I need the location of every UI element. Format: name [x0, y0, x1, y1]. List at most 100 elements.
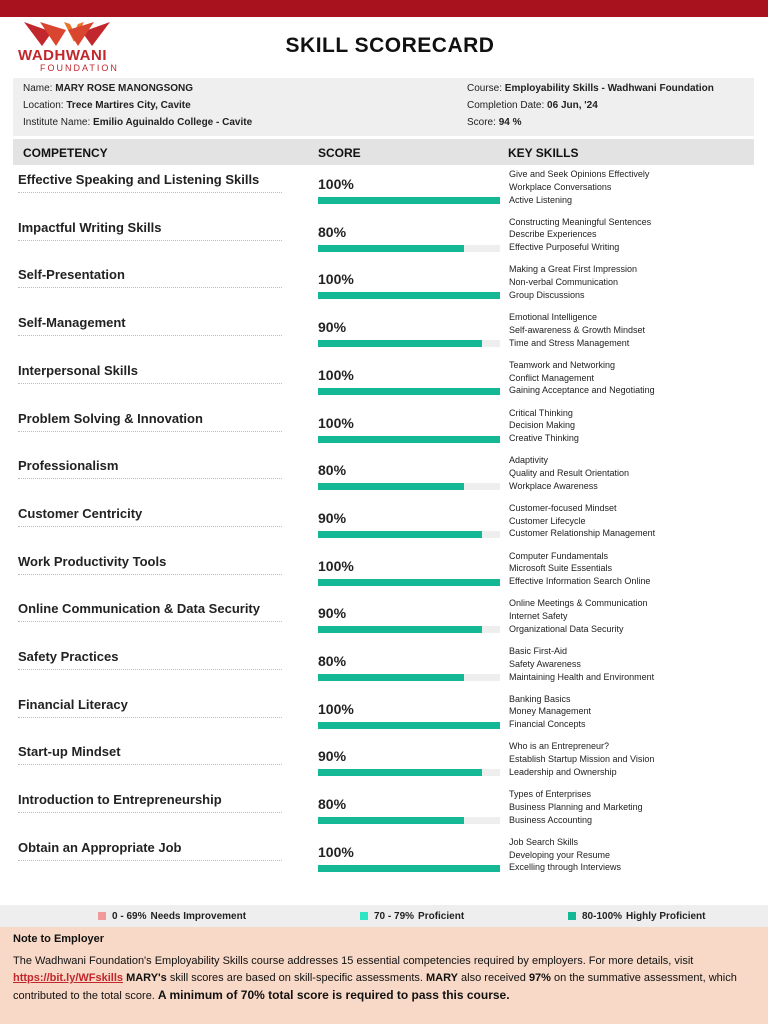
logo-mark-icon [24, 22, 110, 46]
competency-score: 90% [318, 509, 347, 526]
learner-info-panel: Name: MARY ROSE MANONGSONG Location: Tre… [13, 78, 754, 136]
key-skill-item: Constructing Meaningful Sentences [509, 216, 652, 227]
competency-name: Safety Practices [18, 649, 119, 664]
table-header: COMPETENCY SCORE KEY SKILLS [13, 139, 754, 165]
key-skill-item: Microsoft Suite Essentials [509, 563, 613, 574]
key-skills-list: Customer-focused Mindset Customer Lifecyc… [509, 502, 655, 540]
key-skill-item: Who is an Entrepreneur? [509, 741, 610, 752]
competency-score: 100% [318, 366, 354, 383]
score-bar-fill [318, 721, 500, 729]
competency-score: 80% [318, 462, 347, 479]
key-skills-list: Constructing Meaningful Sentences Describ… [509, 216, 651, 254]
table-row: Interpersonal Skills 100% Teamwork and Net… [0, 359, 768, 407]
score-bar-fill [318, 483, 464, 491]
competency-name: Self-Presentation [18, 267, 125, 283]
header-score: SCORE [318, 146, 361, 160]
key-skills-list: Types of Enterprises Business Planning an… [509, 788, 643, 826]
score-bar-fill [318, 387, 500, 395]
info-institute: Institute Name: Emilio Aguinaldo College… [23, 117, 253, 128]
legend-swatch [360, 912, 368, 920]
competency-name: Self-Management [18, 315, 126, 331]
key-skill-item: Active Listening [509, 194, 573, 205]
top-color-bar [0, 0, 768, 17]
table-row: Introduction to Entrepreneurship 80% Types… [0, 788, 768, 836]
key-skill-item: Give and Seek Opinions Effectively [509, 169, 650, 179]
competency-name: Start-up Mindset [18, 744, 121, 760]
skills-link[interactable]: https://bit.ly/WFskills [13, 972, 124, 984]
score-bar-track [318, 387, 500, 395]
score-bar-track [318, 197, 500, 204]
key-skill-item: Developing your Resume [509, 849, 611, 860]
key-skills-list: Banking Basics Money Management Financial … [509, 693, 591, 731]
note-title: Note to Employer [13, 933, 105, 945]
competency-name: Professionalism [18, 458, 119, 474]
key-skills-list: Emotional Intelligence Self-awareness & G… [509, 311, 645, 349]
score-bar-fill [318, 530, 482, 538]
header-competency: COMPETENCY [23, 146, 108, 160]
key-skill-item: Group Discussions [509, 289, 585, 300]
score-legend: 0 - 69% Needs Improvement 70 - 79% Profici… [0, 905, 768, 927]
key-skill-item: Creative Thinking [509, 433, 579, 444]
note-to-employer: Note to Employer The Wadhwani Foundation… [0, 927, 768, 1024]
table-row: Customer Centricity 90% Customer-focused M… [0, 502, 768, 550]
score-bar-fill [318, 197, 500, 204]
key-skill-item: Online Meetings & Communication [509, 598, 648, 609]
key-skill-item: Decision Making [509, 420, 576, 431]
competency-score: 80% [318, 796, 347, 813]
key-skill-item: Customer-focused Mindset [509, 502, 617, 513]
dotted-divider [18, 382, 282, 384]
key-skill-item: Self-awareness & Growth Mindset [509, 324, 646, 335]
key-skill-item: Types of Enterprises [509, 789, 592, 800]
table-row: Impactful Writing Skills 80% Constructing … [0, 216, 768, 264]
key-skills-list: Who is an Entrepreneur? Establish Startup… [509, 740, 654, 778]
table-row: Professionalism 80% Adaptivity Quality and … [0, 454, 768, 502]
key-skill-item: Basic First-Aid [509, 646, 568, 656]
key-skill-item: Critical Thinking [509, 407, 573, 418]
score-bar-track [318, 864, 500, 872]
score-bar-fill [318, 864, 500, 872]
key-skill-item: Job Search Skills [509, 836, 579, 847]
page-title: SKILL SCORECARD [285, 34, 495, 57]
info-location: Location: Trece Martires City, Cavite [23, 100, 191, 111]
key-skill-item: Quality and Result Orientation [509, 467, 630, 478]
key-skill-item: Banking Basics [509, 693, 571, 704]
table-row: Effective Speaking and Listening Skills 1… [0, 168, 768, 216]
info-completion-date: Completion Date: 06 Jun, '24 [467, 100, 598, 111]
key-skills-list: Job Search Skills Developing your Resume E… [509, 836, 621, 874]
key-skill-item: Time and Stress Management [509, 337, 630, 348]
score-bar-fill [318, 244, 464, 252]
score-bar-track [318, 817, 500, 825]
key-skill-item: Internet Safety [509, 611, 568, 622]
competency-score: 100% [318, 557, 354, 574]
dotted-divider [18, 478, 282, 480]
score-bar-fill [318, 817, 464, 825]
key-skill-item: Effective Information Search Online [509, 576, 651, 587]
note-body: The Wadhwani Foundation's Employability … [13, 955, 737, 1002]
competency-score: 100% [318, 700, 354, 717]
legend-proficient: 70 - 79% Proficient [360, 911, 464, 922]
dotted-divider [18, 764, 282, 766]
dotted-divider [18, 287, 282, 289]
key-skill-item: Workplace Conversations [509, 181, 612, 192]
key-skill-item: Workplace Awareness [509, 480, 598, 491]
score-bar-track [318, 530, 500, 538]
key-skill-item: Maintaining Health and Environment [509, 671, 655, 682]
key-skills-list: Teamwork and Networking Conflict Manageme… [509, 359, 655, 397]
dotted-divider [18, 621, 282, 623]
key-skills-list: Computer Fundamentals Microsoft Suite Ess… [509, 550, 650, 588]
table-row: Online Communication & Data Security 90% O… [0, 597, 768, 645]
competency-score: 90% [318, 319, 347, 336]
key-skill-item: Describe Experiences [509, 229, 597, 240]
dotted-divider [18, 525, 282, 527]
key-skill-item: Leadership and Ownership [509, 766, 617, 777]
logo-subtitle: FOUNDATION [40, 63, 119, 73]
competency-score: 80% [318, 223, 347, 240]
key-skill-item: Gaining Acceptance and Negotiating [509, 385, 655, 396]
key-skill-item: Making a Great First Impression [509, 264, 638, 275]
key-skill-item: Teamwork and Networking [509, 359, 616, 370]
score-bar-fill [318, 578, 500, 586]
info-course: Course: Employability Skills - Wadhwani … [467, 83, 714, 94]
table-row: Work Productivity Tools 100% Computer Fund… [0, 550, 768, 598]
table-row: Self-Management 90% Emotional Intelligence… [0, 311, 768, 359]
key-skills-list: Adaptivity Quality and Result Orientation… [509, 454, 629, 492]
